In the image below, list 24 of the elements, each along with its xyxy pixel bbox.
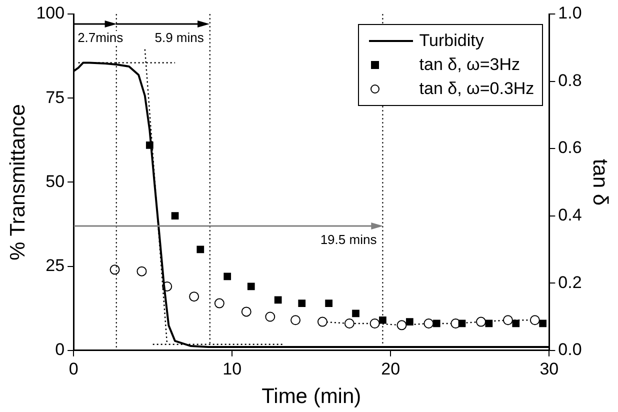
annotation: 2.7mins (78, 30, 124, 46)
annotation: 5.9 mins (154, 30, 204, 46)
y-tick-label: 0 (55, 340, 65, 360)
x-tick-label: 0 (68, 359, 78, 378)
annotation: 19.5 mins (320, 232, 377, 247)
y-tick-label: 50 (46, 172, 65, 191)
legend-label: tan δ, ω=0.3Hz (419, 78, 534, 100)
y2-tick-label: 0.6 (558, 138, 582, 158)
y2-axis-title: tan δ (588, 158, 612, 206)
y-tick-label: 75 (46, 88, 65, 107)
legend-label: Turbidity (419, 30, 484, 52)
y2-tick-label: 0.4 (558, 206, 582, 225)
y-axis-title: % Transmittance (6, 104, 30, 260)
x-tick-label: 30 (540, 359, 559, 378)
x-axis-title: Time (min) (262, 385, 362, 408)
y2-tick-label: 1.0 (558, 4, 582, 23)
y2-tick-label: 0.8 (558, 70, 582, 90)
y2-tick-label: 0.2 (558, 272, 582, 292)
x-tick-label: 20 (381, 359, 400, 378)
legend-label: tan δ, ω=3Hz (419, 54, 520, 76)
x-tick-label: 10 (222, 359, 242, 378)
y2-tick-label: 0.0 (558, 340, 582, 360)
y-tick-label: 25 (46, 256, 65, 275)
y-tick-label: 100 (36, 4, 65, 23)
